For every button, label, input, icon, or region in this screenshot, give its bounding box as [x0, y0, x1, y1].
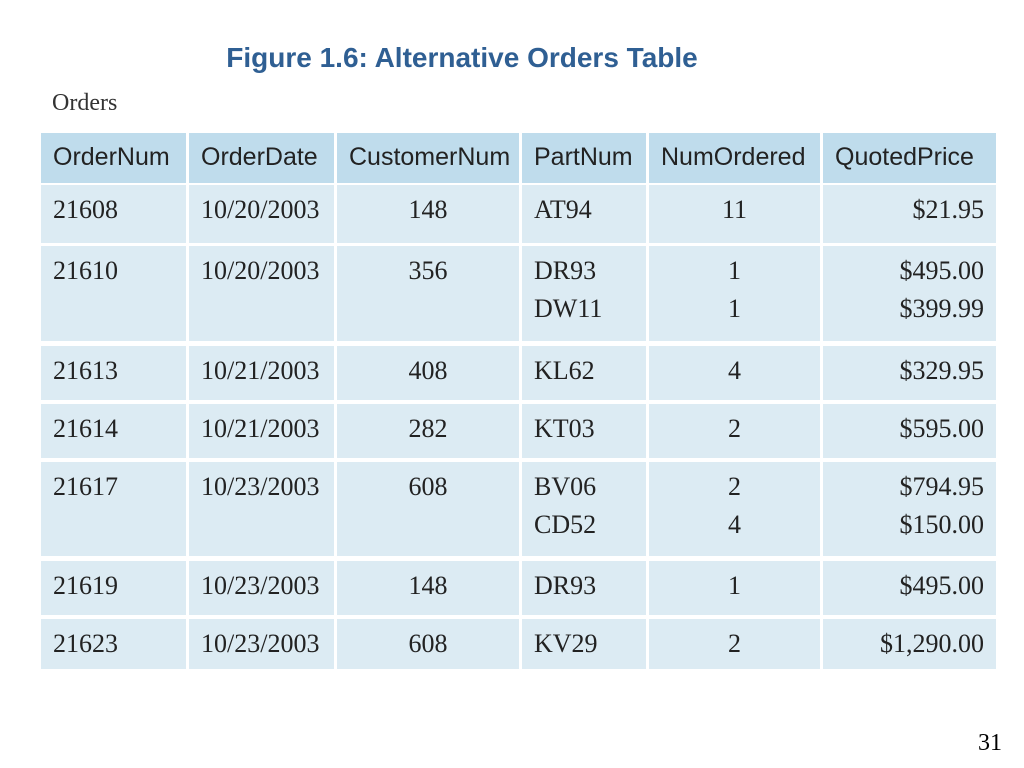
table-cell: 148 [337, 561, 519, 615]
table-cell: 21619 [41, 561, 186, 615]
table-cell: 10/23/2003 [189, 462, 334, 556]
table-caption: Orders [52, 90, 118, 116]
cell-line: $794.95 [899, 472, 985, 501]
cell-line: 11 [721, 195, 748, 224]
cell-line: DR93 [534, 256, 597, 285]
cell-line: $399.99 [899, 294, 985, 323]
column-header: CustomerNum [337, 133, 519, 183]
table-cell: 10/20/2003 [189, 185, 334, 243]
table-cell: $1,290.00 [823, 619, 996, 669]
table-cell: $495.00 [823, 561, 996, 615]
cell-line: 2 [728, 414, 741, 443]
table-cell: 21613 [41, 346, 186, 400]
cell-line: $495.00 [899, 256, 985, 285]
cell-line: 2 [728, 472, 741, 501]
cell-line: $21.95 [912, 195, 985, 224]
table-cell: 10/20/2003 [189, 246, 334, 341]
column-header: PartNum [522, 133, 646, 183]
cell-line: KT03 [534, 414, 595, 443]
column-header: NumOrdered [649, 133, 820, 183]
table-cell: 21608 [41, 185, 186, 243]
table-cell: 11 [649, 185, 820, 243]
table-cell: $21.95 [823, 185, 996, 243]
table-cell: 21610 [41, 246, 186, 341]
cell-line: 1 [728, 256, 741, 285]
cell-line: 1 [728, 571, 741, 600]
table-cell: 2 [649, 619, 820, 669]
title: Figure 1.6: Alternative Orders Table [226, 42, 698, 73]
cell-line: 1 [728, 294, 741, 323]
table-cell: $495.00 $399.99 [823, 246, 996, 341]
cell-line: $495.00 [899, 571, 985, 600]
cell-line: BV06 [534, 472, 597, 501]
column-header: OrderNum [41, 133, 186, 183]
table-cell: DR93 DW11 [522, 246, 646, 341]
table-cell: $329.95 [823, 346, 996, 400]
table-cell: 21623 [41, 619, 186, 669]
cell-line: $595.00 [899, 414, 985, 443]
table-cell: $595.00 [823, 404, 996, 458]
table-cell: $794.95 $150.00 [823, 462, 996, 556]
table-cell: 10/21/2003 [189, 346, 334, 400]
table-cell: 10/21/2003 [189, 404, 334, 458]
table-cell: 4 [649, 346, 820, 400]
cell-line: DW11 [534, 294, 603, 323]
table-cell: 21614 [41, 404, 186, 458]
table-cell: KT03 [522, 404, 646, 458]
table-cell: 1 [649, 561, 820, 615]
cell-line: CD52 [534, 510, 597, 539]
cell-line: $329.95 [899, 356, 985, 385]
page-number: 31 [978, 730, 1002, 756]
cell-line: AT94 [534, 195, 592, 224]
column-header: OrderDate [189, 133, 334, 183]
table-cell: 282 [337, 404, 519, 458]
column-header: QuotedPrice [823, 133, 996, 183]
cell-line: $150.00 [899, 510, 985, 539]
table-cell: 21617 [41, 462, 186, 556]
cell-line: $1,290.00 [880, 629, 984, 658]
table-cell: 408 [337, 346, 519, 400]
cell-line: KV29 [534, 629, 598, 658]
cell-line: 4 [728, 356, 741, 385]
table-cell: 608 [337, 619, 519, 669]
table-cell: 356 [337, 246, 519, 341]
cell-line: 2 [728, 629, 741, 658]
table-cell: 608 [337, 462, 519, 556]
table-cell: 10/23/2003 [189, 561, 334, 615]
table-cell: KL62 [522, 346, 646, 400]
table-cell: DR93 [522, 561, 646, 615]
table-cell: AT94 [522, 185, 646, 243]
cell-line: 4 [728, 510, 741, 539]
table-cell: BV06 CD52 [522, 462, 646, 556]
table-cell: 2 [649, 404, 820, 458]
cell-line: KL62 [534, 356, 595, 385]
table-cell: 10/23/2003 [189, 619, 334, 669]
cell-line: DR93 [534, 571, 597, 600]
table-cell: KV29 [522, 619, 646, 669]
table-cell: 148 [337, 185, 519, 243]
